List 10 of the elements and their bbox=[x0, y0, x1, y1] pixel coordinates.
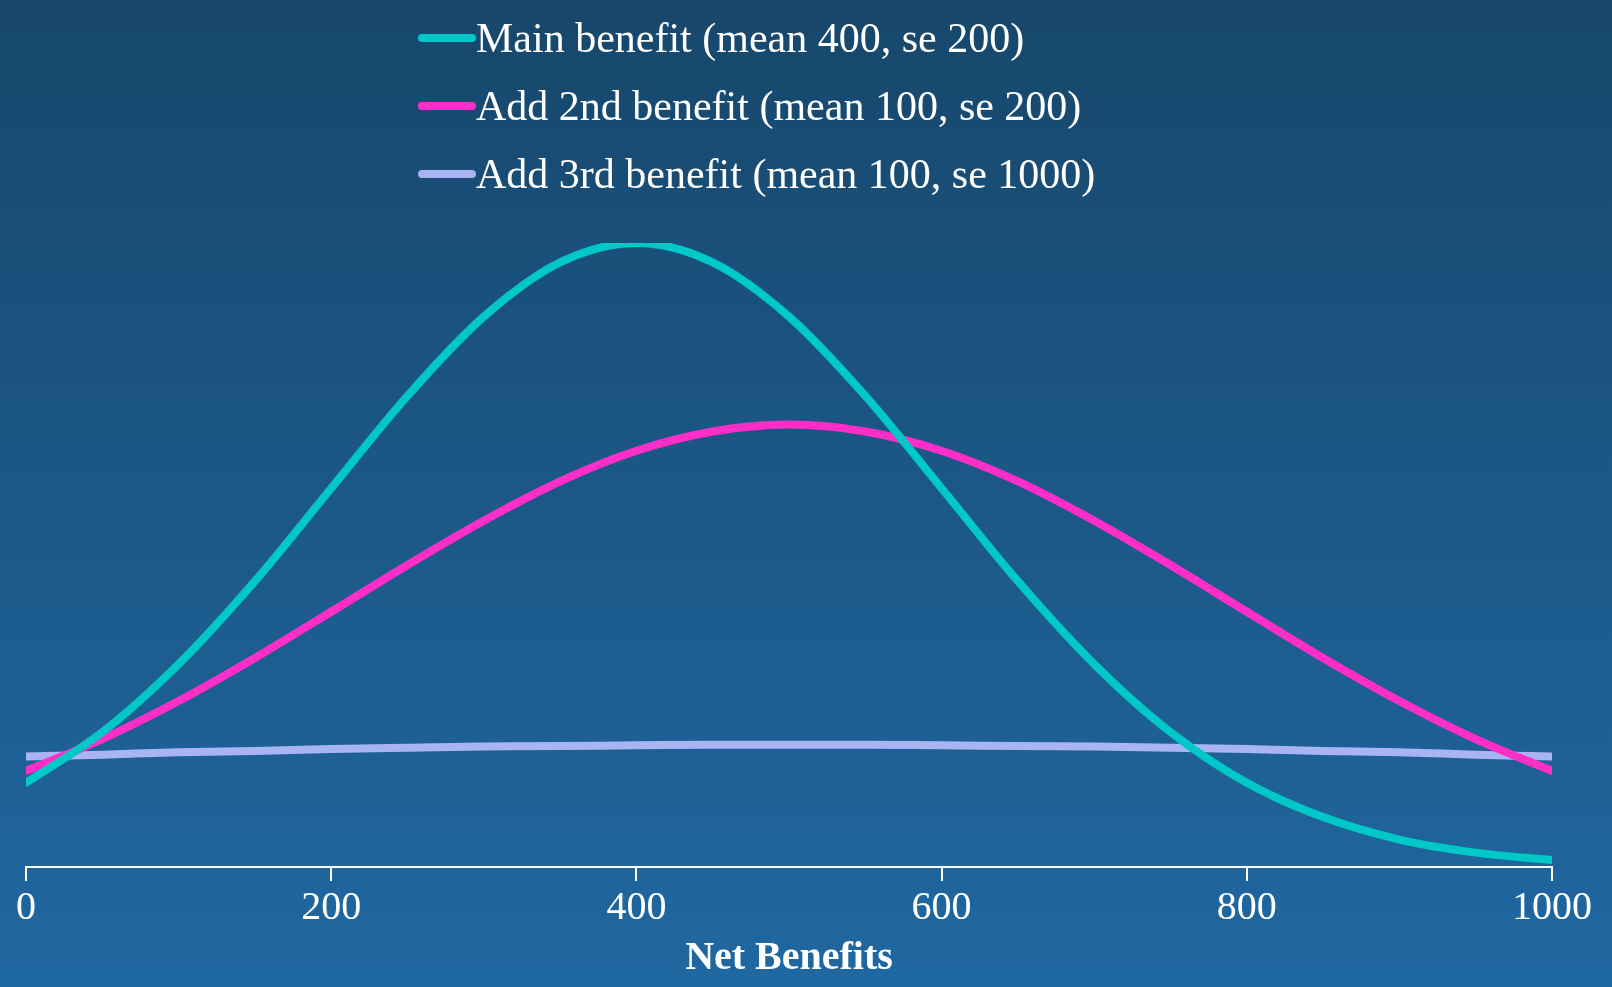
x-tick-label: 200 bbox=[301, 882, 362, 928]
x-tick-label: 1000 bbox=[1512, 882, 1592, 928]
legend-label: Main benefit (mean 400, se 200) bbox=[476, 14, 1025, 63]
x-tick-label: 600 bbox=[911, 882, 972, 928]
x-tick-label: 0 bbox=[16, 882, 36, 928]
x-tick-label: 400 bbox=[606, 882, 667, 928]
x-tick-label: 800 bbox=[1216, 882, 1277, 928]
legend-label: Add 3rd benefit (mean 100, se 1000) bbox=[476, 150, 1096, 199]
x-axis-title: Net Benefits bbox=[685, 933, 893, 979]
legend-label: Add 2nd benefit (mean 100, se 200) bbox=[476, 82, 1082, 131]
